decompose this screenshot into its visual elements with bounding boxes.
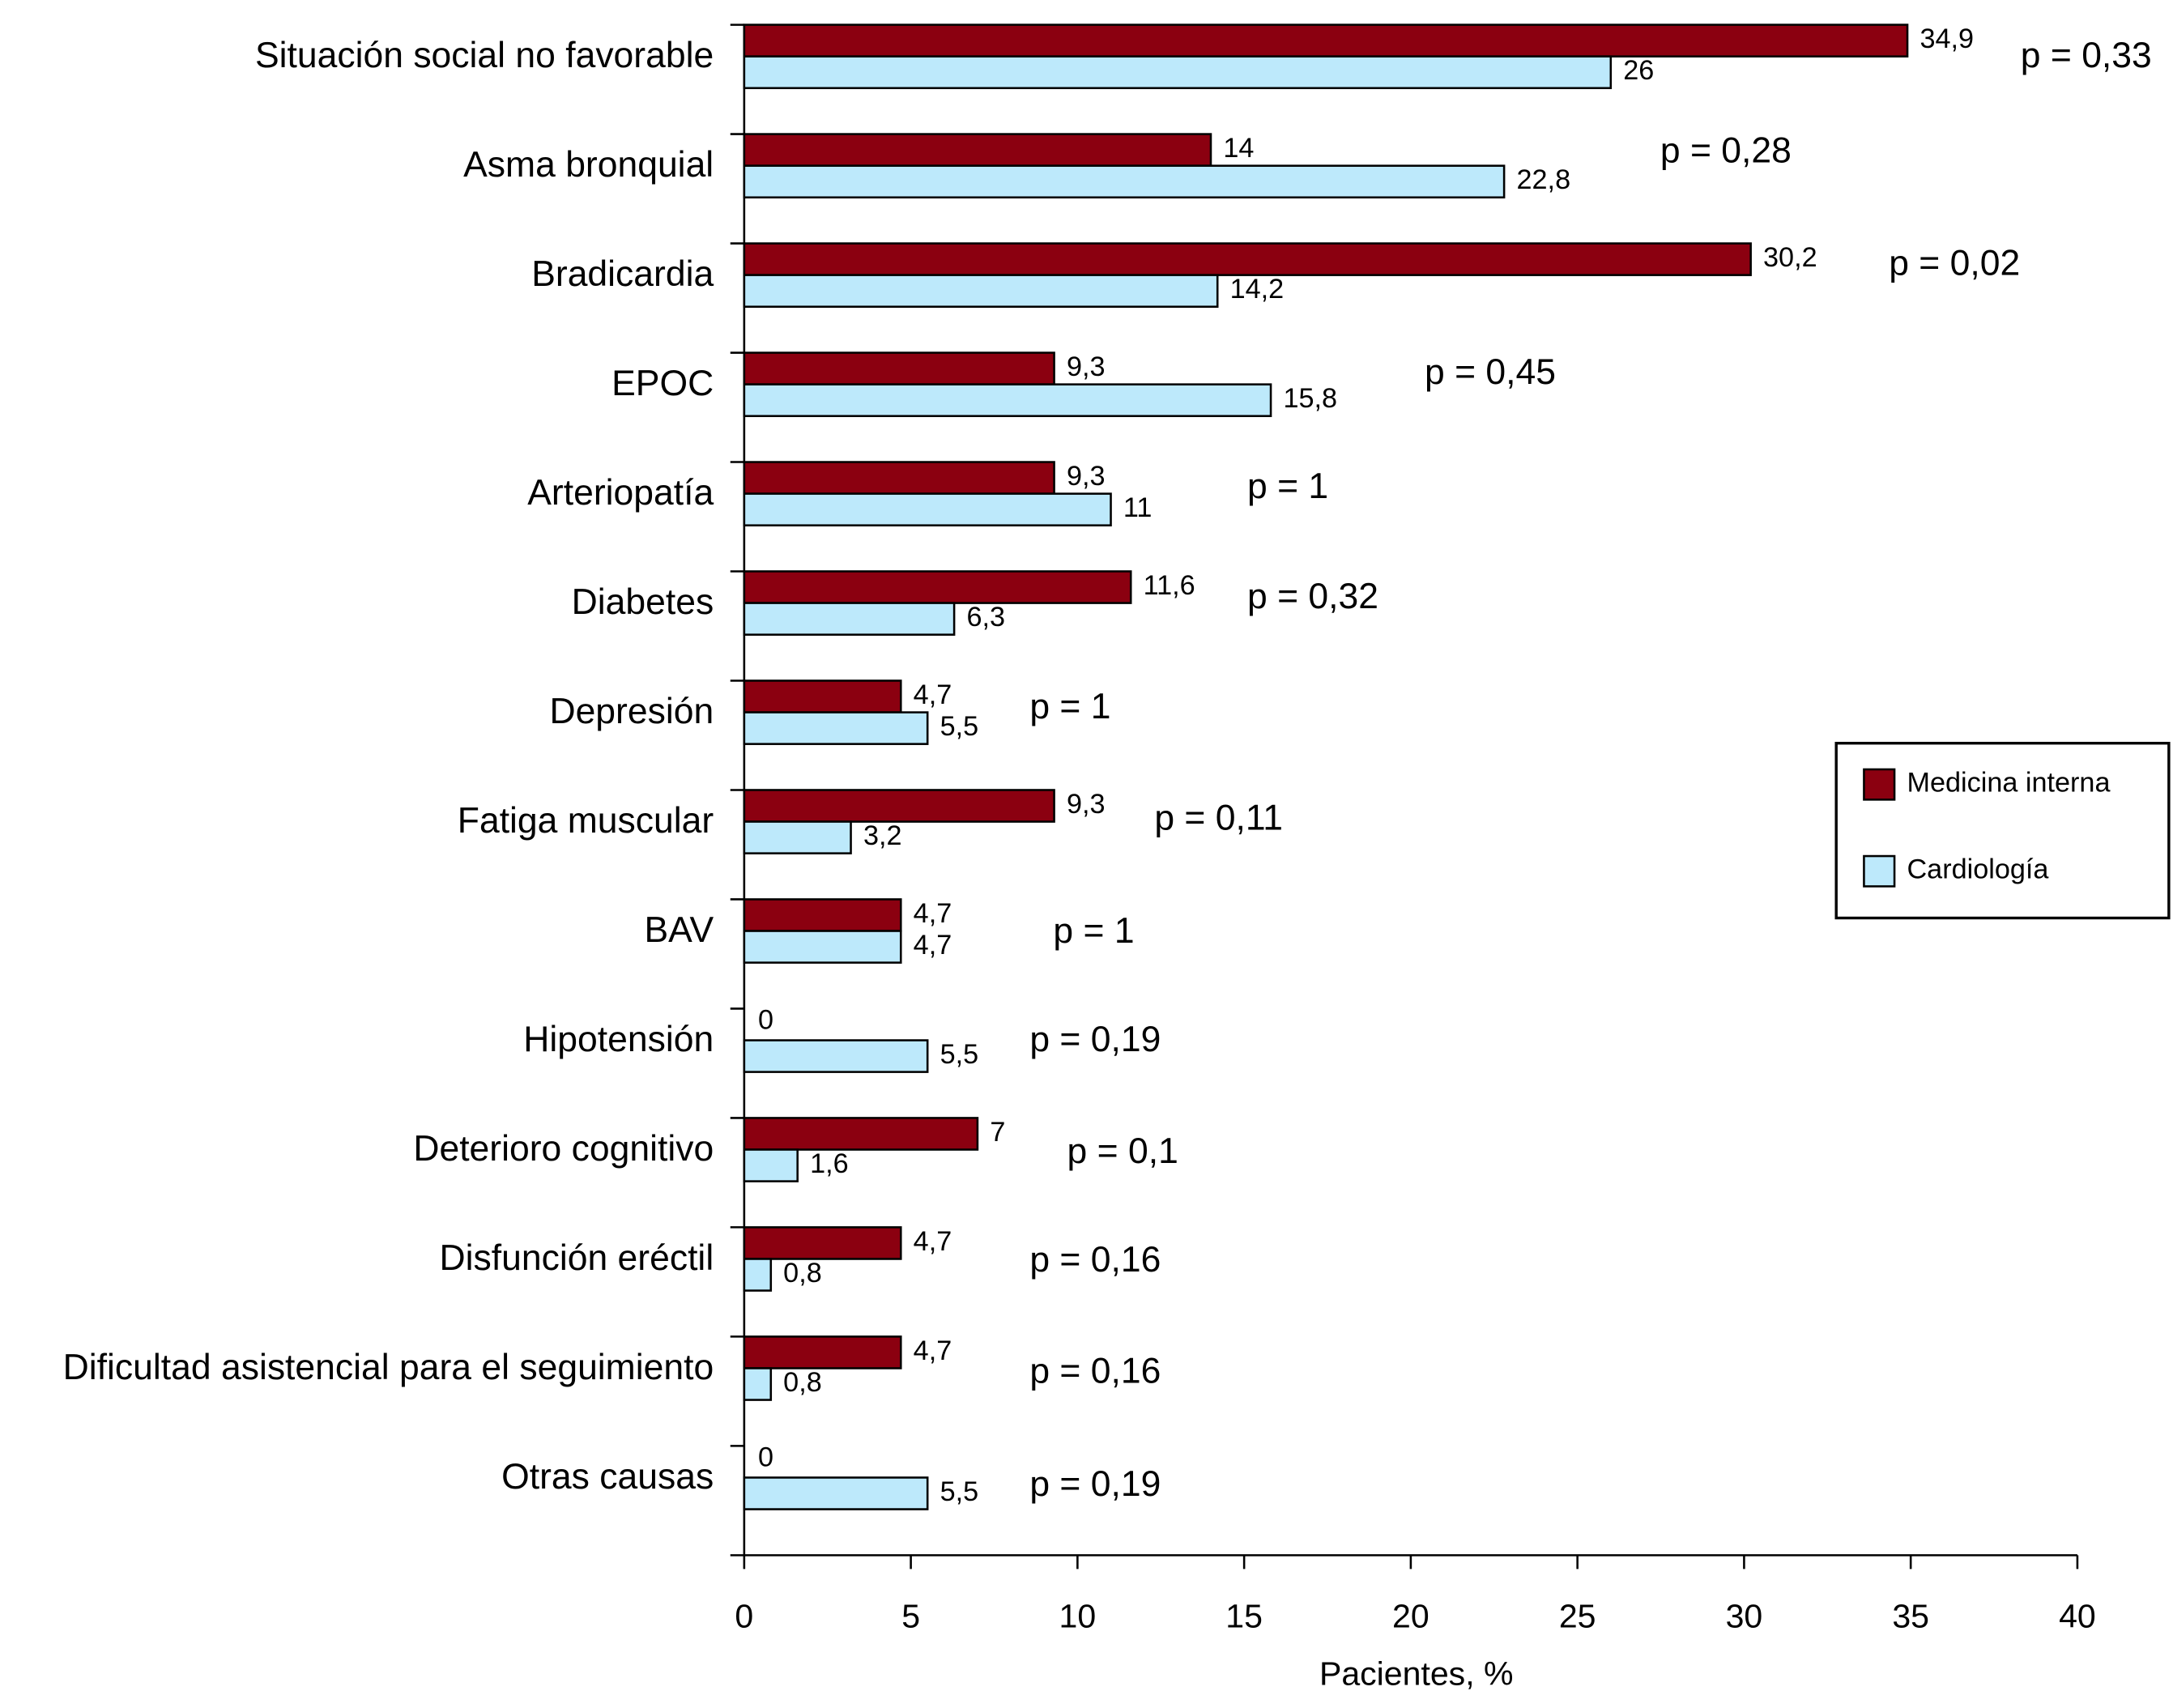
bar <box>743 461 1055 495</box>
bar <box>743 492 1112 526</box>
value-label: 4,7 <box>914 679 952 710</box>
value-label: 7 <box>990 1117 1005 1148</box>
value-label: 9,3 <box>1067 461 1106 492</box>
bar <box>743 133 1212 167</box>
bar <box>743 898 902 932</box>
category-label: BAV <box>645 910 714 950</box>
value-label: 4,7 <box>914 898 952 929</box>
bar <box>743 1226 902 1260</box>
p-value: p = 0,33 <box>2021 36 2152 75</box>
bar <box>743 679 902 713</box>
category-label: Disfunción eréctil <box>440 1238 714 1278</box>
bar <box>743 23 1909 58</box>
category-label: Depresión <box>549 692 714 731</box>
bar <box>743 789 1055 823</box>
value-label: 6,3 <box>967 602 1006 633</box>
bar <box>743 1335 902 1369</box>
p-value: p = 0,19 <box>1029 1464 1161 1504</box>
category-label: Asma bronquial <box>463 145 714 185</box>
bar <box>743 1258 773 1292</box>
category-label: Bradicardia <box>531 254 714 294</box>
category-label: Situación social no favorable <box>255 36 714 75</box>
p-value: p = 0,45 <box>1425 352 1556 392</box>
value-label: 0 <box>758 1005 773 1036</box>
value-label: 4,7 <box>914 1335 952 1366</box>
category-label: Arteriopatía <box>527 473 714 513</box>
p-value: p = 0,32 <box>1247 577 1378 616</box>
category-label: Dificultad asistencial para el seguimien… <box>63 1348 714 1387</box>
category-label: Otras causas <box>501 1457 714 1497</box>
value-label: 30,2 <box>1763 242 1817 273</box>
legend-label: Medicina interna <box>1907 768 2110 799</box>
x-tick-label: 20 <box>1392 1597 1429 1634</box>
p-value: p = 0,11 <box>1154 799 1283 838</box>
bar <box>743 570 1132 604</box>
value-label: 0,8 <box>783 1367 822 1398</box>
value-label: 14,2 <box>1230 274 1285 305</box>
value-label: 0 <box>758 1442 773 1473</box>
value-label: 9,3 <box>1067 789 1106 820</box>
p-value: p = 1 <box>1247 466 1328 506</box>
value-label: 34,9 <box>1919 23 1974 54</box>
value-label: 14 <box>1223 133 1254 164</box>
value-label: 5,5 <box>940 1476 979 1507</box>
bar <box>743 1148 799 1182</box>
category-label: Hipotensión <box>523 1020 714 1059</box>
x-tick-label: 35 <box>1892 1597 1929 1634</box>
bar <box>743 383 1272 417</box>
bar <box>743 1117 979 1151</box>
p-value: p = 0,19 <box>1029 1020 1161 1059</box>
p-value: p = 0,1 <box>1067 1131 1178 1171</box>
value-label: 1,6 <box>810 1148 849 1179</box>
bar <box>743 1039 929 1073</box>
legend-label: Cardiología <box>1907 854 2048 885</box>
p-value: p = 1 <box>1053 911 1134 951</box>
x-tick-label: 25 <box>1559 1597 1596 1634</box>
bar <box>743 351 1055 385</box>
bar <box>743 602 956 636</box>
category-label: Fatiga muscular <box>458 801 714 841</box>
value-label: 4,7 <box>914 930 952 960</box>
x-tick-label: 15 <box>1225 1597 1263 1634</box>
bar <box>743 55 1613 90</box>
value-label: 15,8 <box>1283 383 1337 414</box>
p-value: p = 0,28 <box>1660 130 1792 170</box>
category-label: EPOC <box>611 364 714 403</box>
category-label: Deterioro cognitivo <box>413 1129 714 1169</box>
value-label: 22,8 <box>1517 164 1571 195</box>
bar <box>743 1476 929 1510</box>
p-value: p = 0,02 <box>1889 244 2020 283</box>
value-label: 5,5 <box>940 1039 979 1070</box>
value-label: 3,2 <box>863 820 902 851</box>
bar <box>743 274 1219 309</box>
value-label: 5,5 <box>940 711 979 742</box>
legend-swatch <box>1863 768 1896 801</box>
x-tick-label: 10 <box>1059 1597 1097 1634</box>
value-label: 11 <box>1123 492 1153 523</box>
bar <box>743 820 852 854</box>
x-tick-label: 0 <box>735 1597 753 1634</box>
value-label: 4,7 <box>914 1226 952 1257</box>
legend-swatch <box>1863 854 1896 888</box>
value-label: 11,6 <box>1144 570 1195 601</box>
bar <box>743 711 929 745</box>
bar <box>743 164 1506 199</box>
p-value: p = 0,16 <box>1029 1352 1161 1391</box>
x-axis-label: Pacientes, % <box>1319 1655 1514 1693</box>
bar <box>743 242 1752 276</box>
p-value: p = 1 <box>1029 687 1110 726</box>
bar <box>743 930 902 964</box>
x-tick-label: 5 <box>901 1597 920 1634</box>
category-label: Diabetes <box>572 582 714 622</box>
value-label: 9,3 <box>1067 351 1106 382</box>
p-value: p = 0,16 <box>1029 1240 1161 1280</box>
x-tick-label: 40 <box>2059 1597 2096 1634</box>
value-label: 0,8 <box>783 1258 822 1288</box>
x-tick-label: 30 <box>1726 1597 1763 1634</box>
value-label: 26 <box>1623 55 1654 86</box>
bar <box>743 1367 773 1401</box>
